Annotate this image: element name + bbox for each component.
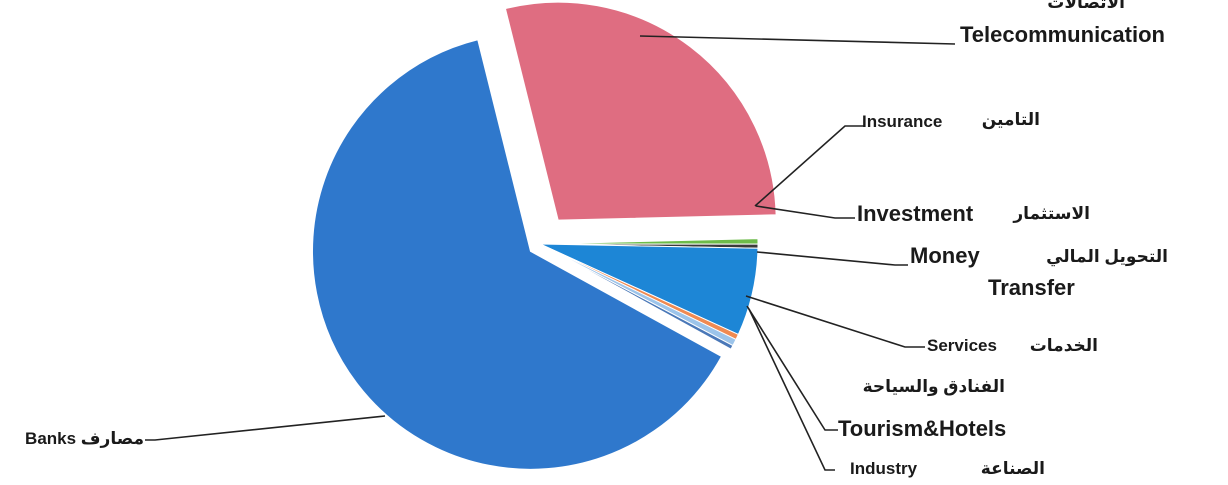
pie-slice-banks xyxy=(312,39,723,470)
label-insurance-ar: التامين xyxy=(982,110,1040,130)
pie-slice-industry xyxy=(539,243,734,350)
label-tourism-hotels-en: Tourism&Hotels xyxy=(838,416,1006,441)
leader-money-transfer xyxy=(756,251,908,266)
label-services-en: Services xyxy=(927,336,997,355)
label-tourism-hotels-ar: الفنادق والسياحة xyxy=(863,377,1005,397)
label-telecommunication-en: Telecommunication xyxy=(960,22,1165,47)
leader-banks xyxy=(145,415,386,441)
leader-telecommunication xyxy=(639,35,956,45)
label-industry-ar: الصناعة xyxy=(981,459,1045,478)
label-money-transfer-en: Money Transfer xyxy=(910,243,1075,300)
leader-lines xyxy=(145,35,956,471)
pie-slices xyxy=(312,1,777,470)
leader-insurance xyxy=(754,125,865,207)
leader-industry xyxy=(748,308,835,471)
label-banks-ar: Banks مصارف xyxy=(25,429,144,448)
label-insurance-en: Insurance xyxy=(862,112,942,131)
label-telecommunication-ar: الاتصالات xyxy=(1047,0,1125,12)
label-investment-en: Investment xyxy=(857,201,974,226)
label-money-transfer-en-line2: Transfer xyxy=(988,275,1075,300)
label-investment-ar: الاستثمار xyxy=(1012,204,1090,223)
leader-tourism-hotels xyxy=(746,305,838,431)
label-money-transfer-ar: التحويل المالي xyxy=(1046,247,1168,267)
leader-services xyxy=(745,295,925,348)
pie-slice-insurance xyxy=(539,238,759,245)
pie-slice-telecommunication xyxy=(504,1,777,221)
label-industry-en: Industry xyxy=(850,459,918,478)
leader-investment xyxy=(755,205,855,219)
label-money-transfer-en-line1: Money xyxy=(910,243,980,268)
slice-labels: الاتصالات Telecommunication التامين Insu… xyxy=(25,0,1168,478)
label-services-ar: الخدمات xyxy=(1030,336,1098,355)
